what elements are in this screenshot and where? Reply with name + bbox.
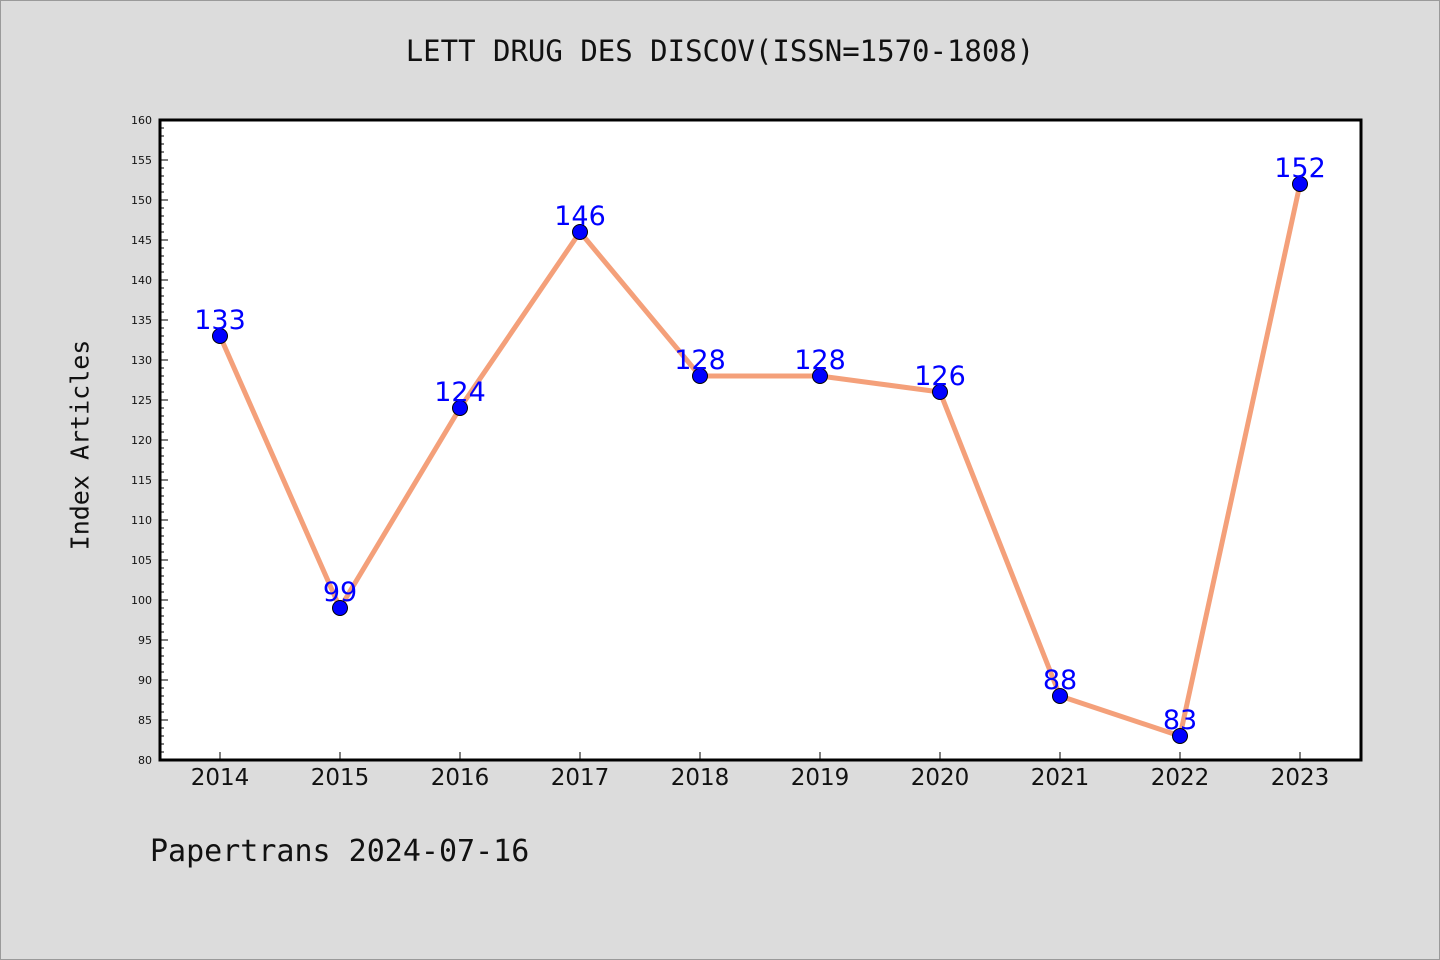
y-tick-label: 145 xyxy=(131,234,152,247)
x-tick-label: 2014 xyxy=(191,765,250,791)
data-points xyxy=(212,176,1308,744)
y-tick-label: 90 xyxy=(138,674,152,687)
y-tick-label: 110 xyxy=(131,514,152,527)
data-point xyxy=(1172,728,1188,744)
x-axis-ticks: 2014 2015 2016 2017 2018 2019 2020 2021 2022 2023 xyxy=(191,752,1330,791)
data-point xyxy=(452,400,468,416)
x-tick-label: 2022 xyxy=(1151,765,1210,791)
y-tick-label: 120 xyxy=(131,434,152,447)
data-label: 128 xyxy=(674,345,726,376)
x-tick-label: 2021 xyxy=(1031,765,1090,791)
y-tick-label: 135 xyxy=(131,314,152,327)
data-label: 83 xyxy=(1163,705,1197,736)
x-tick-label: 2018 xyxy=(671,765,730,791)
data-point xyxy=(1052,688,1068,704)
y-tick-label: 80 xyxy=(138,754,152,767)
x-tick-label: 2023 xyxy=(1271,765,1330,791)
y-tick-label: 155 xyxy=(131,154,152,167)
y-tick-label: 140 xyxy=(131,274,152,287)
data-label: 152 xyxy=(1274,153,1326,184)
data-label: 99 xyxy=(323,577,357,608)
data-point xyxy=(572,224,588,240)
x-tick-label: 2019 xyxy=(791,765,850,791)
data-label: 146 xyxy=(554,201,606,232)
footer-note: Papertrans 2024-07-16 xyxy=(150,834,530,869)
x-tick-label: 2020 xyxy=(911,765,970,791)
data-labels: 133 99 124 146 128 128 126 88 83 152 xyxy=(194,153,1326,736)
x-tick-label: 2017 xyxy=(551,765,610,791)
series-line xyxy=(217,181,1303,739)
data-point xyxy=(212,328,228,344)
y-tick-label: 130 xyxy=(131,354,152,367)
data-point xyxy=(692,368,708,384)
data-point xyxy=(1292,176,1308,192)
plot-border xyxy=(158,118,1363,762)
data-label: 124 xyxy=(434,377,486,408)
y-tick-label: 105 xyxy=(131,554,152,567)
y-tick-label: 115 xyxy=(131,474,152,487)
x-tick-label: 2016 xyxy=(431,765,490,791)
x-tick-label: 2015 xyxy=(311,765,370,791)
chart-title: LETT DRUG DES DISCOV(ISSN=1570-1808) xyxy=(405,34,1035,68)
data-point xyxy=(932,384,948,400)
data-point xyxy=(812,368,828,384)
y-tick-label: 160 xyxy=(131,114,152,127)
data-point xyxy=(332,600,348,616)
y-tick-label: 150 xyxy=(131,194,152,207)
y-tick-label: 100 xyxy=(131,594,152,607)
y-tick-label: 85 xyxy=(138,714,152,727)
plot-area xyxy=(160,120,1361,760)
y-tick-label: 125 xyxy=(131,394,152,407)
data-label: 133 xyxy=(194,305,246,336)
data-label: 126 xyxy=(914,361,966,392)
data-label: 88 xyxy=(1043,665,1077,696)
y-tick-label: 95 xyxy=(138,634,152,647)
data-label: 128 xyxy=(794,345,846,376)
